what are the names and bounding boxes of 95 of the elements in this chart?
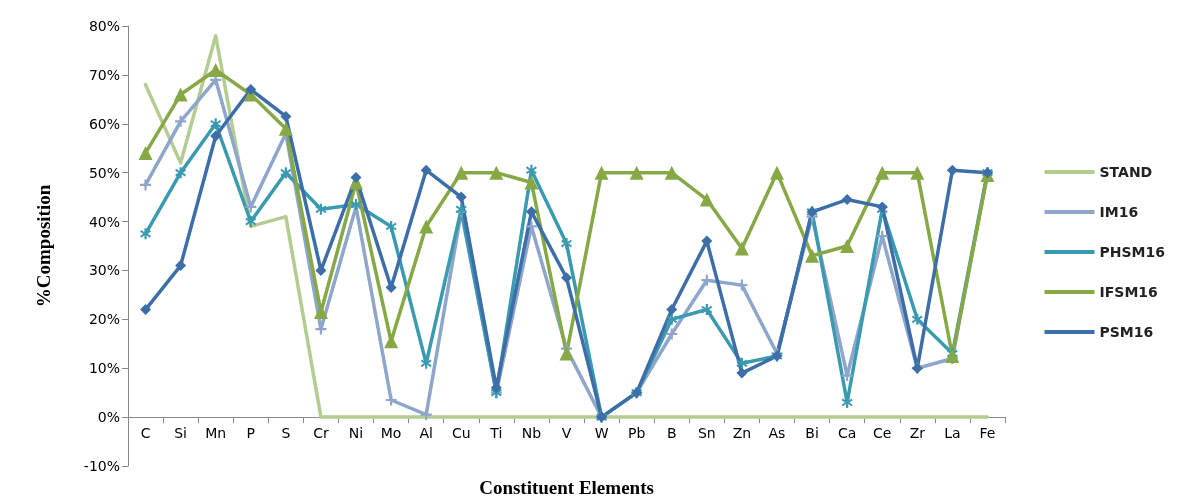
x-tick-label: Nb <box>521 425 542 441</box>
x-tick-label: Mn <box>205 425 227 441</box>
point <box>561 238 572 250</box>
x-tick-label: V <box>561 425 572 441</box>
x-tick-label: C <box>140 425 151 441</box>
point <box>419 219 434 234</box>
x-tick-label: Bi <box>805 425 819 441</box>
x-tick-label: Al <box>419 425 433 441</box>
y-tick-label: 80% <box>88 18 120 34</box>
y-tick-label: 70% <box>88 66 120 83</box>
y-tick-label: 10% <box>88 360 120 377</box>
point <box>245 201 257 213</box>
point <box>769 165 784 180</box>
point <box>736 357 748 369</box>
x-tick-label: As <box>768 425 786 441</box>
point <box>245 216 257 228</box>
x-tick-label: Zn <box>732 425 752 441</box>
legend-label: STAND <box>1099 164 1153 180</box>
point <box>629 165 644 180</box>
point <box>840 239 855 253</box>
legend-label: PHSM16 <box>1099 244 1166 260</box>
point <box>245 84 257 96</box>
point <box>666 313 678 325</box>
point <box>594 165 609 180</box>
point <box>875 165 890 180</box>
point <box>701 235 713 247</box>
point <box>280 167 292 179</box>
point <box>699 192 714 207</box>
y-tick-label: 40% <box>88 213 120 230</box>
point <box>385 394 397 406</box>
point <box>910 165 925 180</box>
x-tick-label: W <box>594 425 609 441</box>
x-tick-label: Sn <box>697 425 716 441</box>
point <box>420 409 432 421</box>
x-tick-label: Si <box>174 425 188 441</box>
point <box>454 165 469 180</box>
point <box>666 304 678 316</box>
x-axis-title: Constituent Elements <box>479 477 654 498</box>
point <box>664 165 679 180</box>
y-tick-label: -10% <box>83 458 120 474</box>
point <box>175 115 187 127</box>
point <box>173 87 188 102</box>
point <box>701 304 713 316</box>
y-tick-label: 50% <box>88 164 120 181</box>
point <box>455 191 467 203</box>
point <box>805 248 820 263</box>
point <box>420 164 432 176</box>
y-tick-label: 60% <box>88 115 120 132</box>
x-tick-label: Mo <box>380 425 402 441</box>
legend-label: IM16 <box>1099 204 1139 220</box>
point <box>561 272 572 284</box>
point <box>911 313 923 325</box>
point <box>701 274 713 286</box>
point <box>666 328 678 340</box>
y-tick-label: 30% <box>88 262 120 279</box>
legend-label: IFSM16 <box>1099 284 1158 300</box>
point <box>489 165 504 180</box>
x-tick-label: La <box>944 425 961 441</box>
point <box>138 146 153 161</box>
y-tick-label: 20% <box>88 311 120 328</box>
x-tick-label: Cu <box>451 425 471 441</box>
point <box>736 279 748 291</box>
x-tick-label: S <box>281 425 291 441</box>
x-tick-label: Pb <box>627 425 646 441</box>
x-tick-label: Ni <box>348 425 364 441</box>
point <box>280 110 292 122</box>
point <box>350 172 362 184</box>
point <box>210 118 222 130</box>
point <box>946 164 958 176</box>
point <box>175 260 187 272</box>
x-tick-label: Ce <box>873 425 892 441</box>
point <box>315 203 327 215</box>
x-tick-label: Ti <box>489 425 503 441</box>
point <box>210 130 222 142</box>
x-tick-label: B <box>666 425 677 441</box>
point <box>559 346 574 361</box>
x-tick-label: P <box>246 425 256 441</box>
y-tick-label: 0% <box>97 409 120 426</box>
point <box>524 175 539 190</box>
point <box>175 167 187 179</box>
point <box>208 63 223 77</box>
x-tick-label: Ca <box>837 425 857 441</box>
point <box>278 121 293 136</box>
point <box>140 228 152 240</box>
y-axis-title: %Composition <box>33 184 54 308</box>
point <box>734 241 749 256</box>
x-tick-label: Fe <box>979 425 996 441</box>
point <box>140 304 152 316</box>
point <box>140 179 152 191</box>
x-tick-label: Zr <box>909 425 926 441</box>
point <box>841 194 853 206</box>
point <box>385 220 397 232</box>
point <box>736 367 748 379</box>
legend-label: PSM16 <box>1099 324 1154 340</box>
x-tick-label: Cr <box>313 425 329 441</box>
